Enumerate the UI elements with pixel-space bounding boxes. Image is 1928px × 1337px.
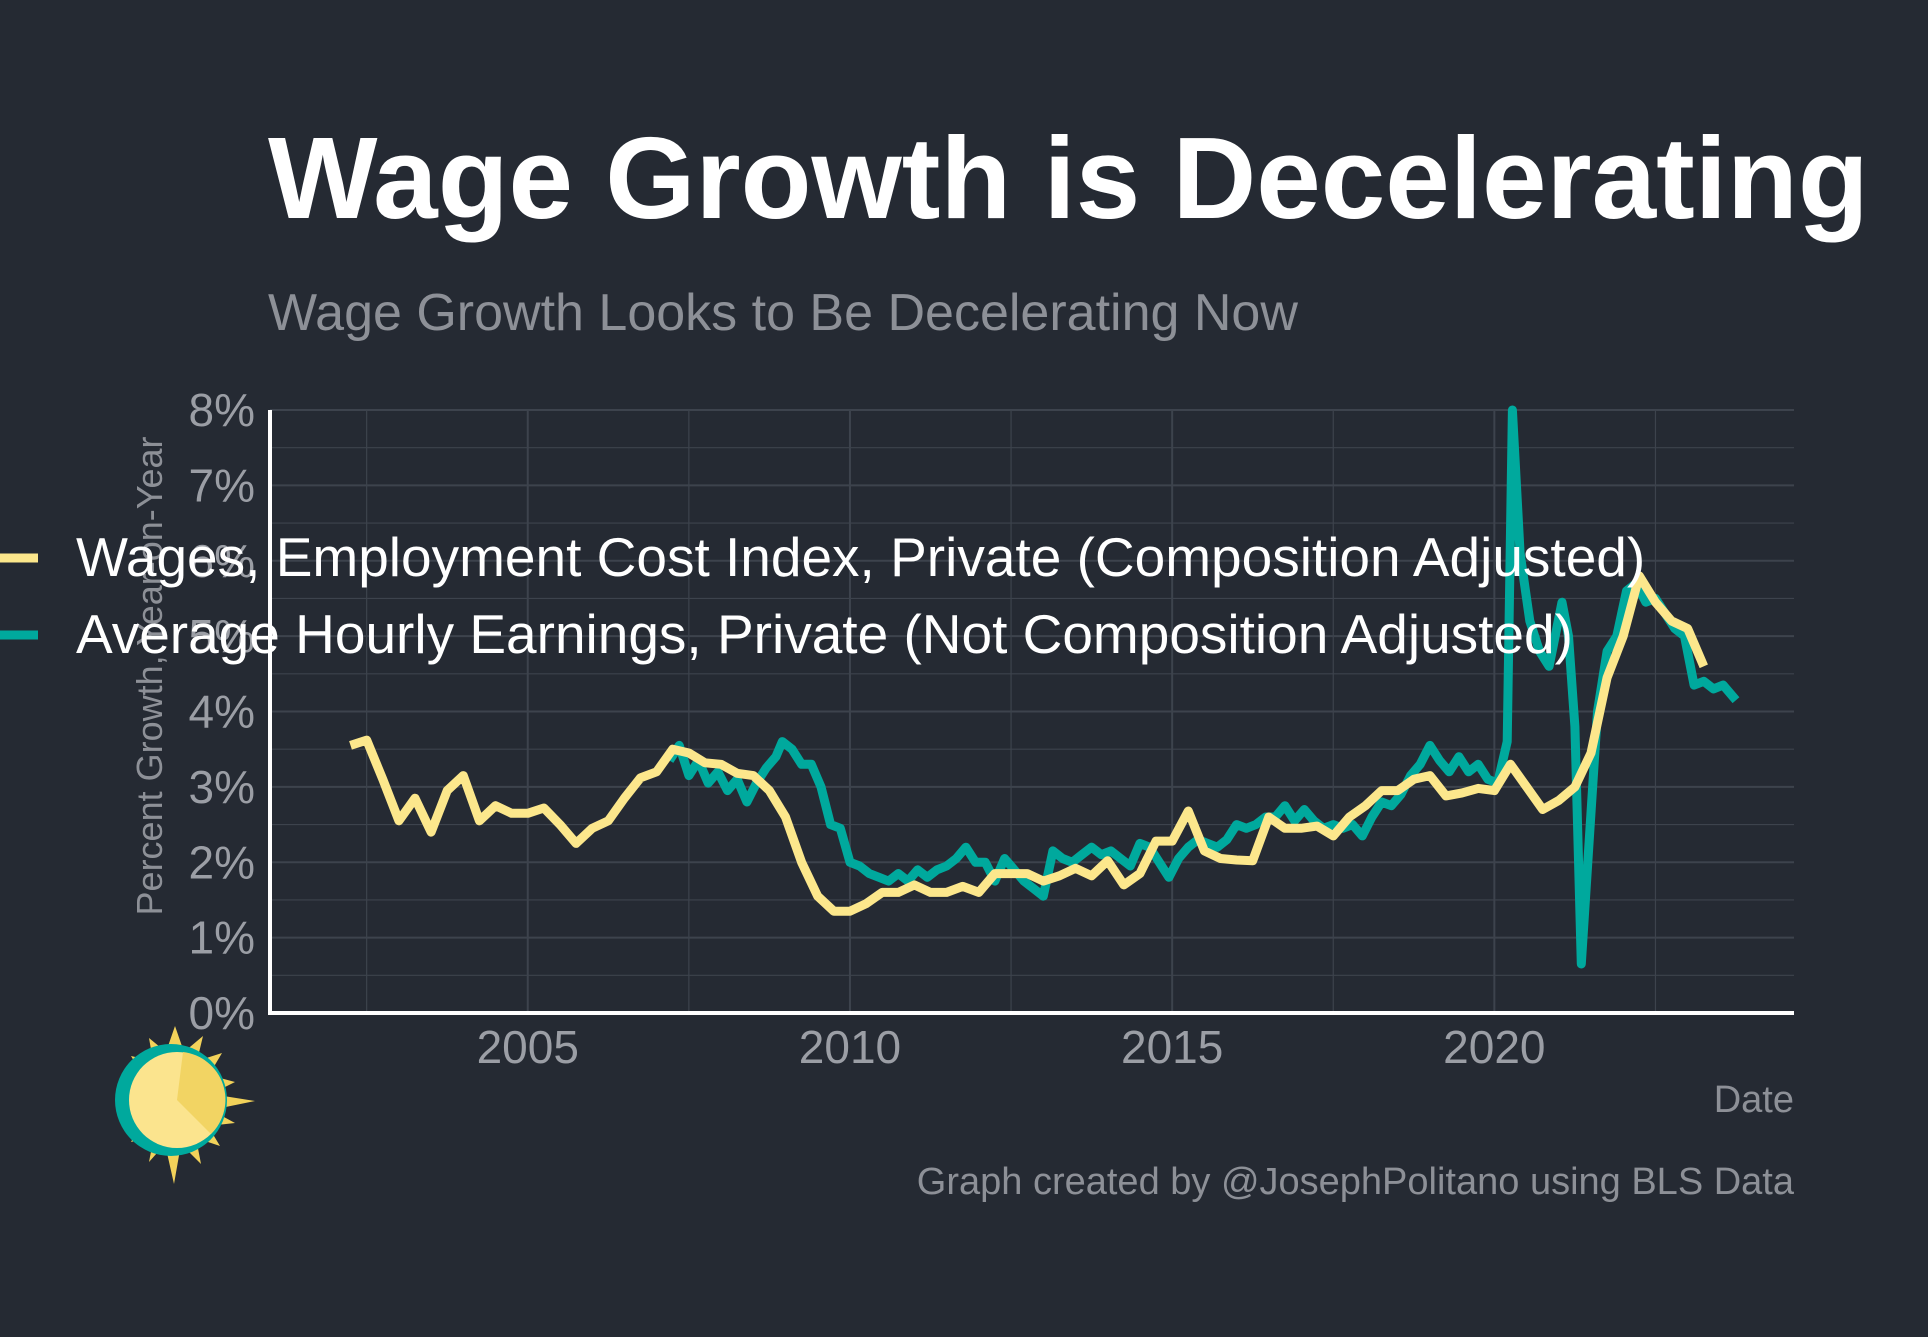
y-tick-label: 0%	[189, 987, 255, 1039]
grid	[270, 409, 1794, 1014]
x-tick-label: 2020	[1443, 1021, 1545, 1073]
y-tick-labels: 0% 1% 2% 3% 4% 5% 6% 7% 8%	[189, 384, 255, 1039]
x-tick-label: 2015	[1121, 1021, 1223, 1073]
series-line-eci	[349, 571, 1708, 916]
legend-label: Average Hourly Earnings, Private (Not Co…	[76, 603, 1573, 665]
x-tick-label: 2010	[799, 1021, 901, 1073]
chart-subtitle: Wage Growth Looks to Be Decelerating Now	[268, 284, 1298, 342]
y-tick-label: 2%	[189, 836, 255, 888]
sun-logo-icon	[115, 1026, 255, 1184]
y-axis-label: Percent Growth, Year-on-Year	[129, 437, 170, 916]
y-tick-label: 7%	[189, 459, 255, 511]
legend: Wages, Employment Cost Index, Private (C…	[0, 526, 1645, 665]
legend-label: Wages, Employment Cost Index, Private (C…	[76, 526, 1645, 588]
x-tick-label: 2005	[477, 1021, 579, 1073]
y-tick-label: 6%	[189, 535, 255, 587]
y-tick-label: 5%	[189, 610, 255, 662]
series-line-ahe	[665, 405, 1740, 969]
series-layer	[349, 405, 1740, 969]
axes	[268, 410, 1794, 1015]
y-tick-label: 4%	[189, 686, 255, 738]
x-tick-labels: 2005 2010 2015 2020	[477, 1021, 1546, 1073]
chart-title: Wage Growth is Decelerating	[268, 113, 1869, 243]
chart-caption: Graph created by @JosephPolitano using B…	[917, 1161, 1795, 1203]
y-tick-label: 3%	[189, 761, 255, 813]
y-tick-label: 1%	[189, 912, 255, 964]
y-tick-label: 8%	[189, 384, 255, 436]
x-axis-label: Date	[1714, 1079, 1794, 1121]
sun-shade	[177, 1052, 226, 1134]
